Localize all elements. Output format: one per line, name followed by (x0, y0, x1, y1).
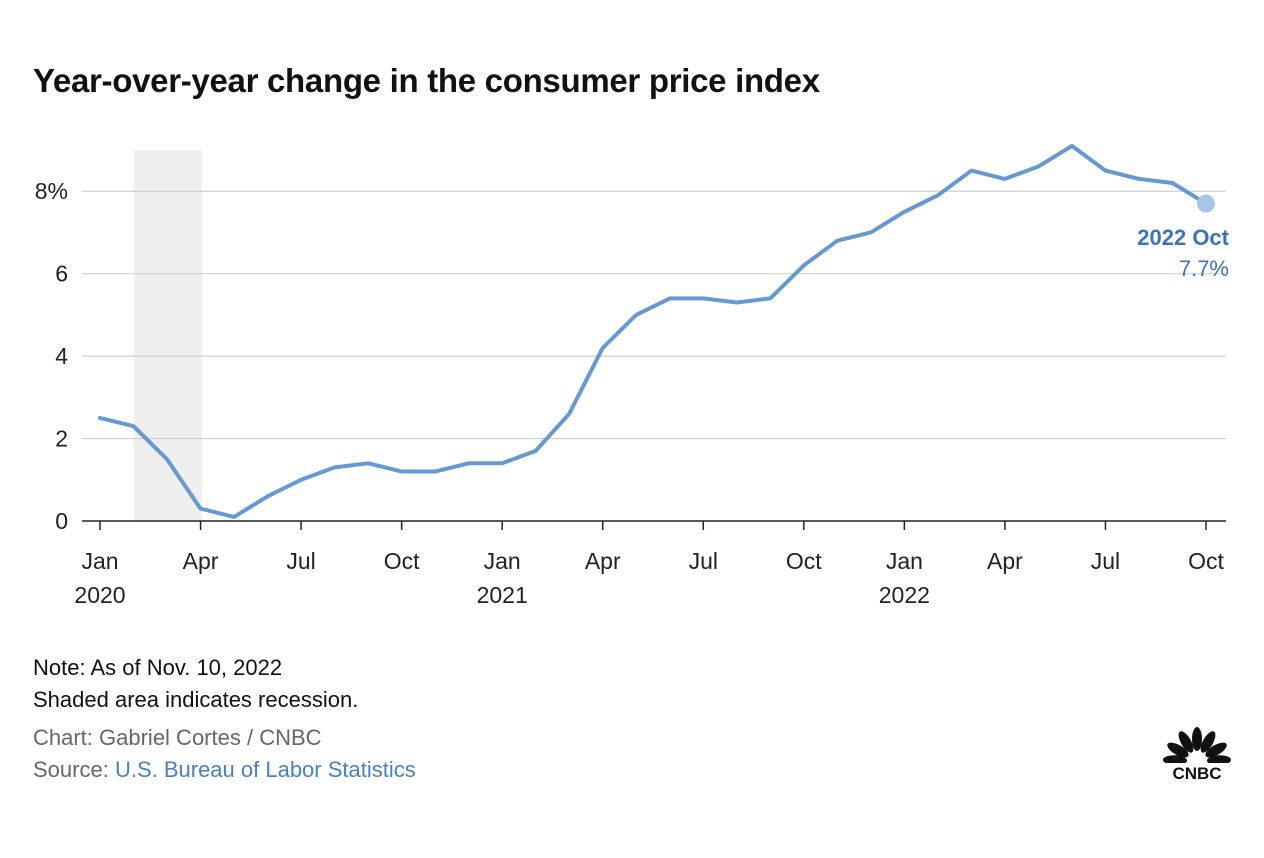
chart-credit: Chart: Gabriel Cortes / CNBC (33, 725, 322, 750)
x-tick-label: Oct (786, 548, 822, 574)
x-tick-label: Oct (1188, 548, 1224, 574)
x-tick-label: Jan (484, 548, 521, 574)
source-prefix: Source: (33, 757, 115, 782)
cpi-line-chart: 0 2 4 6 8% Jan 2020 Apr Jul Oct Jan 2021 Apr Jul Oct J… (35, 143, 1230, 608)
x-tick-label: Apr (183, 548, 219, 574)
annotation-label: 2022 Oct (1137, 225, 1229, 250)
x-tick-label: Jul (689, 548, 718, 574)
cnbc-peacock-logo: CNBC (1162, 727, 1232, 783)
note-recession: Shaded area indicates recession. (33, 687, 359, 712)
y-tick-label: 2 (55, 426, 68, 452)
x-tick-label: Jul (286, 548, 315, 574)
x-year-label: 2021 (477, 582, 528, 608)
x-tick-label: Jan (81, 548, 118, 574)
x-tick-label: Apr (987, 548, 1023, 574)
footer-credits: Chart: Gabriel Cortes / CNBC Source: U.S… (33, 722, 416, 786)
y-tick-label: 4 (55, 343, 68, 369)
y-tick-label: 6 (55, 261, 68, 287)
source-line: Source: U.S. Bureau of Labor Statistics (33, 754, 416, 786)
latest-point-marker (1197, 194, 1215, 213)
x-year-label: 2022 (879, 582, 930, 608)
source-link[interactable]: U.S. Bureau of Labor Statistics (114, 757, 416, 782)
x-tick-label: Oct (384, 548, 420, 574)
note-date: Note: As of Nov. 10, 2022 (33, 655, 283, 680)
y-tick-label: 0 (55, 508, 68, 534)
annotation-value: 7.7% (1179, 256, 1229, 281)
x-tick-label: Apr (585, 548, 621, 574)
cpi-series-line (98, 143, 1208, 519)
cnbc-logo-text: CNBC (1172, 764, 1221, 783)
footer-notes: Note: As of Nov. 10, 2022 Shaded area in… (33, 652, 358, 716)
chart-title: Year-over-year change in the consumer pr… (33, 62, 820, 99)
recession-band (133, 150, 202, 521)
x-year-label: 2020 (74, 582, 125, 608)
y-tick-label: 8% (35, 178, 68, 204)
x-tick-label: Jul (1091, 548, 1120, 574)
x-tick-label: Jan (886, 548, 923, 574)
